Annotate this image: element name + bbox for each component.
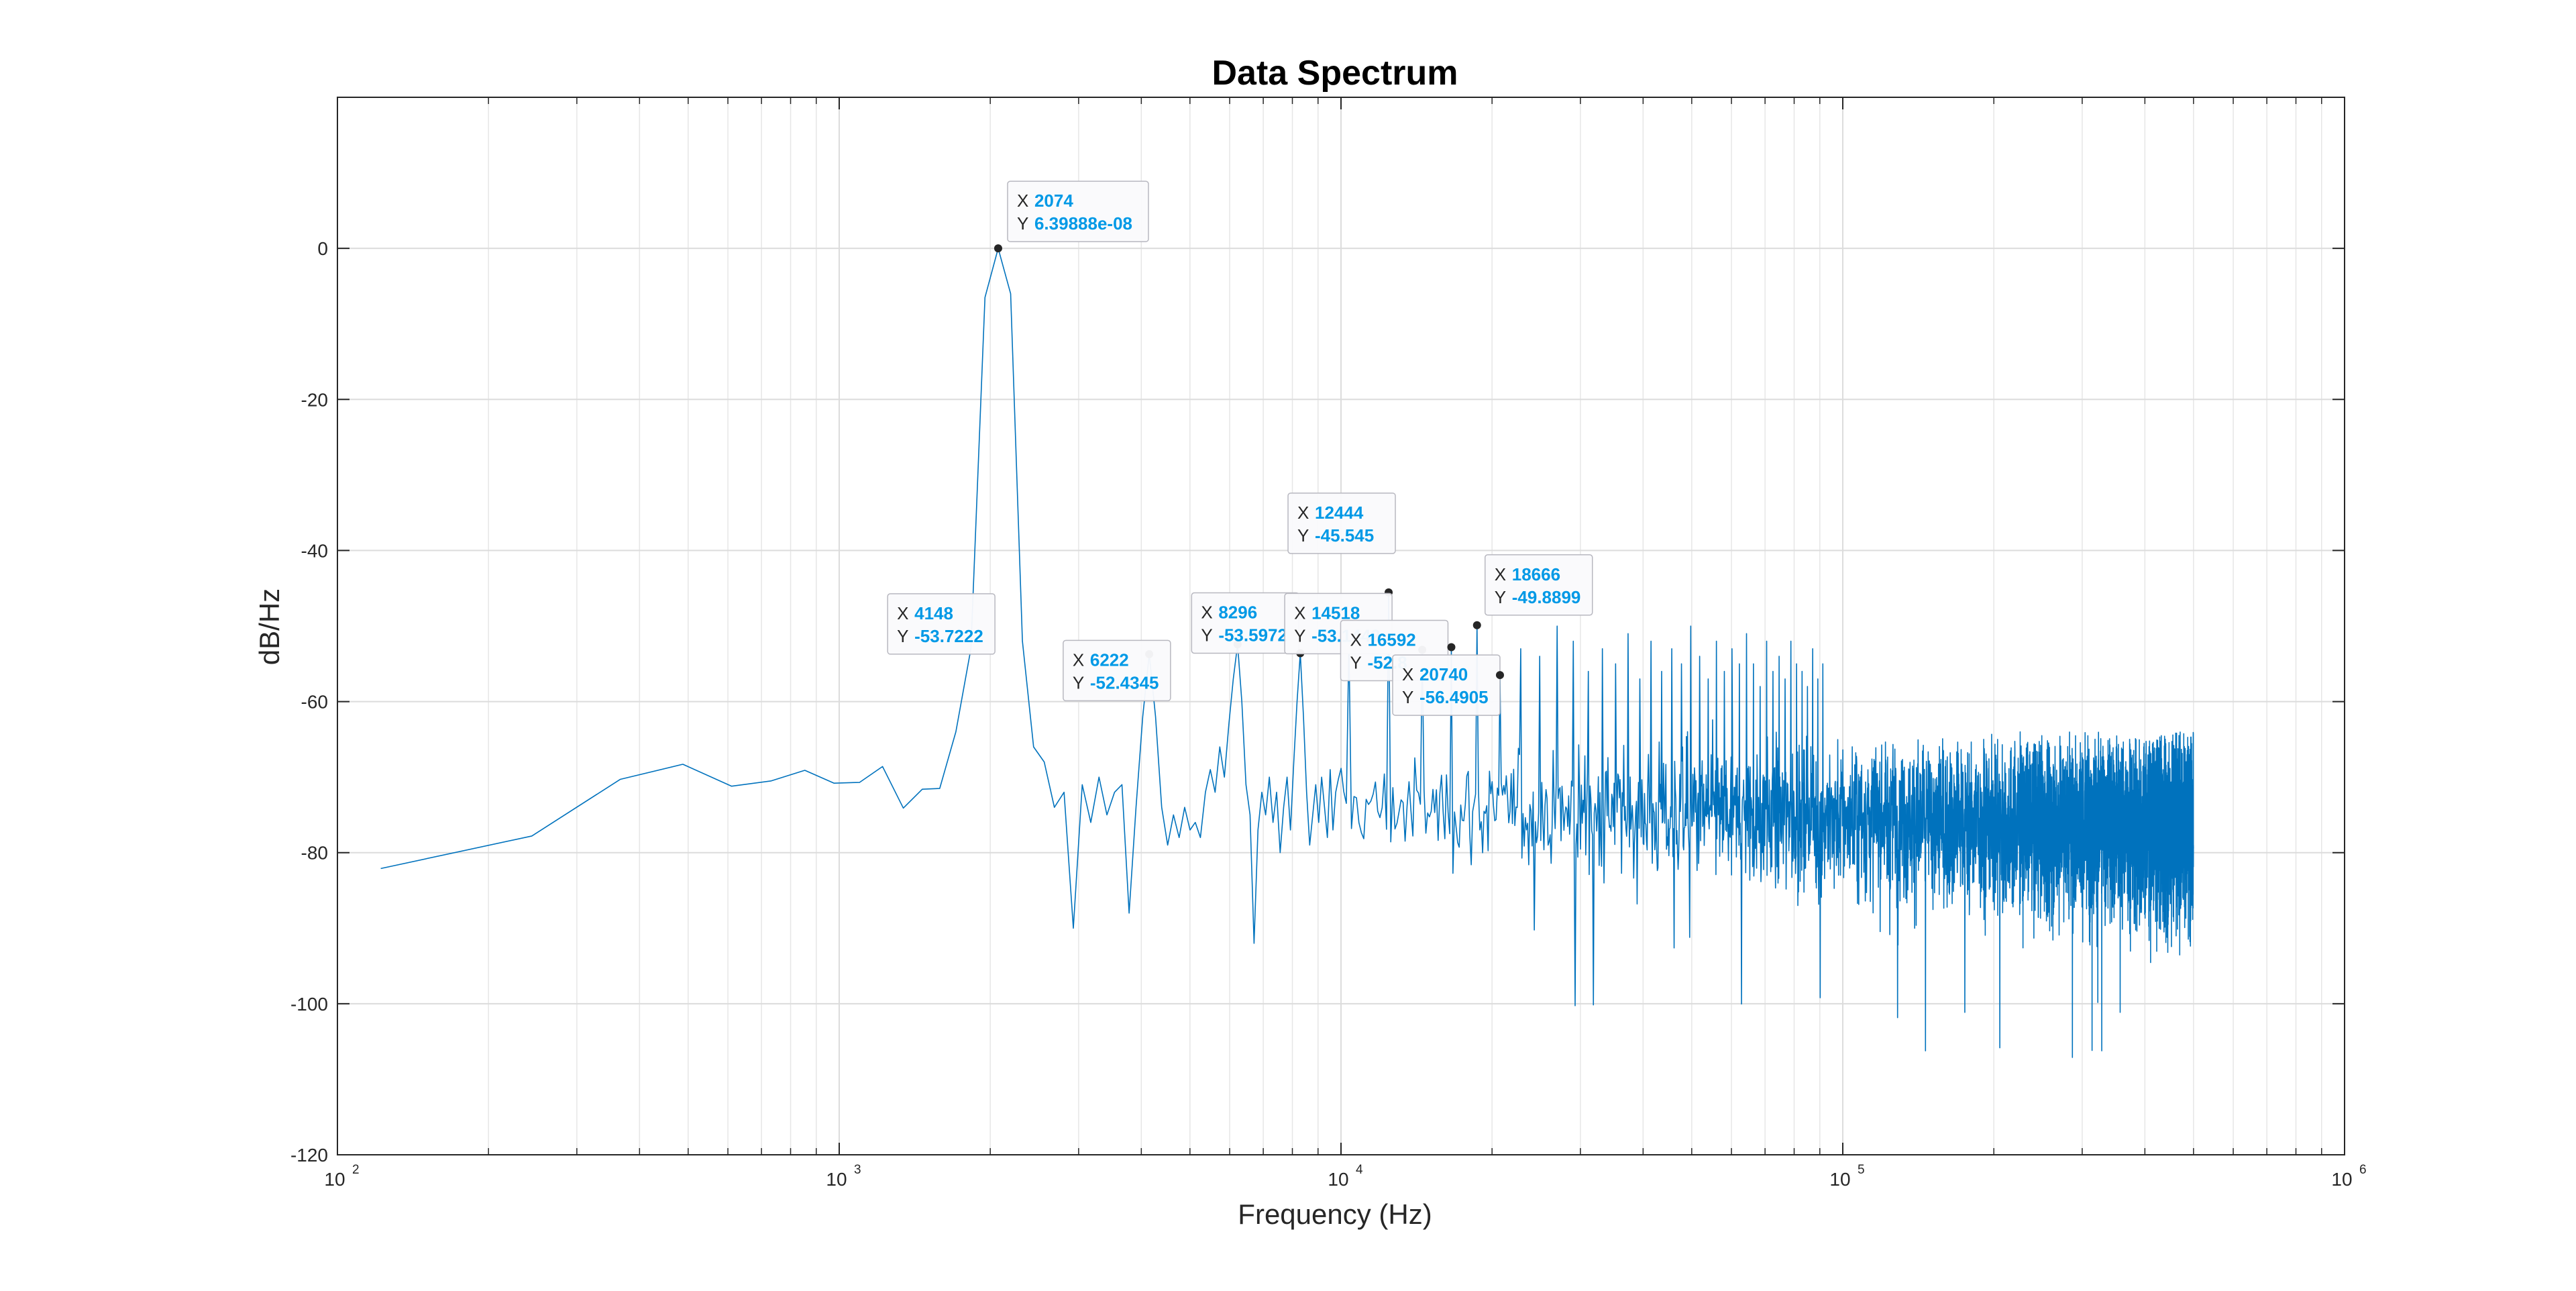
datatip-y-prefix: Y (1402, 687, 1413, 707)
datatip: X 18666 Y -49.8899 (1472, 554, 1593, 629)
datatip-x-value: 16592 (1367, 630, 1415, 650)
datatip-y-prefix: Y (897, 626, 908, 646)
datatip-y-value: 6.39888e-08 (1034, 213, 1132, 234)
y-tick-label: -80 (301, 843, 328, 864)
datatip-x-value: 8296 (1218, 602, 1257, 622)
y-tick-label: -60 (301, 692, 328, 713)
datatip-x-value: 6222 (1090, 650, 1129, 670)
y-tick-label: -120 (290, 1145, 328, 1166)
spectrum-line-segment (2036, 731, 2078, 1058)
x-tick-label-exponent: 6 (2359, 1163, 2367, 1177)
datatip-y-prefix: Y (1294, 625, 1305, 646)
datatip-marker (1495, 671, 1504, 680)
datatip-y-prefix: Y (1073, 672, 1084, 692)
datatip-x-value: 4148 (914, 603, 953, 623)
chart-title: Data Spectrum (1212, 54, 1458, 93)
datatip-y-value: -52.4345 (1090, 672, 1159, 692)
y-axis-label: dB/Hz (254, 588, 285, 665)
datatip-x-prefix: X (1201, 602, 1212, 622)
spectrum-line-segment (2110, 735, 2141, 1013)
spectrum-line-segment (2076, 731, 2111, 1051)
y-tick-label: -100 (290, 994, 328, 1015)
datatip-x-value: 18666 (1512, 564, 1560, 584)
datatip-y-prefix: Y (1201, 625, 1212, 645)
datatip-marker (994, 244, 1002, 253)
datatip-y-value: -53.5972 (1218, 625, 1287, 645)
datatip-x-value: 2074 (1034, 191, 1073, 211)
datatip-marker (1447, 643, 1456, 652)
datatip: X 6222 Y -52.4345 (1063, 639, 1242, 702)
datatip-box (1484, 554, 1593, 616)
datatip-marker (1472, 621, 1481, 629)
datatip-box (1063, 639, 1171, 702)
datatip-box (1007, 180, 1149, 242)
datatip-box (1287, 493, 1396, 554)
datatip-x-prefix: X (1495, 564, 1506, 584)
datatip-layer: X 2074 Y 6.39888e-08 X 4148 Y -53.7222 X 6222 Y -52… (887, 180, 1593, 716)
datatip-x-prefix: X (1402, 664, 1413, 684)
plot-area (380, 248, 2194, 1058)
axis-ticks (337, 97, 2345, 1155)
datatip-y-value: -45.545 (1315, 525, 1374, 546)
datatip-x-prefix: X (1017, 191, 1028, 211)
datatip-y-prefix: Y (1350, 653, 1361, 673)
minor-grid (488, 97, 2322, 1155)
y-tick-label: -40 (301, 540, 328, 561)
datatip-box (887, 593, 996, 655)
x-tick-label: 10 (826, 1169, 847, 1190)
spectrum-line-segment (380, 248, 1687, 1006)
x-tick-label-exponent: 5 (1858, 1163, 1865, 1177)
datatip: X 2074 Y 6.39888e-08 (994, 180, 1149, 253)
x-tick-label-exponent: 4 (1356, 1163, 1363, 1177)
y-tick-label: 0 (317, 238, 328, 259)
x-axis-label: Frequency (Hz) (1238, 1198, 1432, 1230)
series-layer (380, 248, 2194, 1058)
datatip-x-value: 14518 (1311, 603, 1360, 623)
spectrum-line-segment (1988, 731, 2038, 1049)
x-tick-label: 10 (324, 1169, 345, 1190)
datatip-x-prefix: X (1297, 503, 1309, 523)
x-tick-label: 10 (1328, 1169, 1348, 1190)
datatip-y-value: -53.7222 (914, 626, 983, 646)
datatip-x-prefix: X (1073, 650, 1084, 670)
datatip-x-value: 12444 (1315, 503, 1364, 523)
datatip-x-prefix: X (1294, 603, 1305, 623)
spectrum-line-segment (1925, 738, 1990, 1013)
datatip-y-value: -56.4905 (1419, 687, 1489, 707)
datatip-x-value: 20740 (1419, 664, 1468, 684)
datatip: X 12444 Y -45.545 (1287, 493, 1396, 597)
spectrum-line-segment (2188, 731, 2194, 947)
x-tick-label-exponent: 3 (854, 1163, 861, 1177)
datatip-y-prefix: Y (1297, 525, 1309, 546)
datatip-box (1392, 654, 1501, 716)
x-tick-labels: 10 2 10 3 10 4 10 5 10 6 (324, 1163, 2366, 1190)
datatip: X 20740 Y -56.4905 (1392, 654, 1504, 716)
datatip-y-prefix: Y (1017, 213, 1028, 234)
spectrum-line-segment (2139, 735, 2166, 964)
spectrum-line-segment (2164, 731, 2189, 956)
datatip-x-prefix: X (1350, 630, 1361, 650)
y-tick-labels: 0 -20 -40 -60 -80 -100 -120 (290, 238, 328, 1166)
datatip: X 8296 Y -53.5972 (1191, 592, 1305, 658)
spectrum-line-segment (1686, 625, 1838, 1005)
datatip-x-prefix: X (897, 603, 908, 623)
spectrum-line-segment (1837, 739, 1927, 1051)
x-tick-label: 10 (2331, 1169, 2352, 1190)
x-tick-label-exponent: 2 (352, 1163, 360, 1177)
datatip-y-prefix: Y (1495, 587, 1506, 607)
x-tick-label: 10 (1829, 1169, 1850, 1190)
y-tick-label: -20 (301, 389, 328, 410)
datatip-y-value: -49.8899 (1512, 587, 1581, 607)
